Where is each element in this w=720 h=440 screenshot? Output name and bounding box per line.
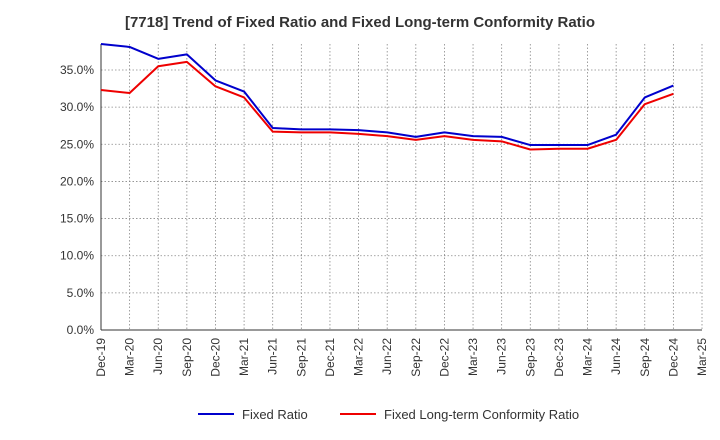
x-tick-label: Dec-19 (94, 338, 108, 377)
x-tick-label: Dec-22 (437, 338, 451, 377)
x-tick-label: Dec-23 (552, 338, 566, 377)
axes (100, 44, 702, 331)
chart-title: [7718] Trend of Fixed Ratio and Fixed Lo… (124, 14, 596, 31)
x-tick-label: Mar-22 (352, 338, 366, 376)
y-tick-label: 25.0% (60, 137, 94, 151)
y-tick-label: 30.0% (60, 100, 94, 114)
series-line-fixed-ratio (100, 43, 674, 147)
x-tick-labels: Dec-19 Mar-20 Jun-20 Sep-20 Dec-20 Mar-21 Jun-… (94, 338, 709, 377)
x-tick-label: Sep-23 (523, 338, 537, 377)
y-tick-label: 20.0% (60, 174, 94, 188)
x-tick-label: Dec-24 (666, 338, 680, 377)
series-line-fixed-long-term-conformity-ratio (100, 60, 674, 151)
legend-label: Fixed Long-term Conformity Ratio (384, 407, 579, 422)
x-tick-label: Sep-22 (409, 338, 423, 377)
y-tick-label: 35.0% (60, 63, 94, 77)
x-tick-label: Sep-21 (294, 338, 308, 377)
y-tick-label: 0.0% (67, 323, 95, 337)
legend: Fixed Ratio Fixed Long-term Conformity Ra… (198, 407, 579, 422)
x-tick-label: Dec-21 (323, 338, 337, 377)
x-tick-label: Jun-24 (609, 338, 623, 375)
x-tick-label: Mar-21 (237, 338, 251, 376)
x-tick-label: Jun-21 (266, 338, 280, 375)
x-tick-label: Mar-20 (123, 338, 137, 376)
x-tick-label: Mar-24 (581, 338, 595, 376)
x-tick-label: Sep-24 (638, 338, 652, 377)
x-tick-label: Jun-22 (380, 338, 394, 375)
x-tick-label: Mar-23 (466, 338, 480, 376)
x-tick-label: Mar-25 (695, 338, 709, 376)
y-tick-label: 15.0% (60, 212, 94, 226)
x-tick-label: Jun-23 (495, 338, 509, 375)
x-tick-label: Sep-20 (180, 338, 194, 377)
x-tick-label: Jun-20 (151, 338, 165, 375)
series-lines (100, 43, 674, 151)
x-tick-label: Dec-20 (208, 338, 222, 377)
legend-label: Fixed Ratio (242, 407, 308, 422)
y-tick-labels: 0.0% 5.0% 10.0% 15.0% 20.0% 25.0% 30.0% 35.0% (60, 63, 94, 337)
grid-lines (100, 44, 703, 331)
y-tick-label: 10.0% (60, 249, 94, 263)
y-tick-label: 5.0% (67, 286, 95, 300)
